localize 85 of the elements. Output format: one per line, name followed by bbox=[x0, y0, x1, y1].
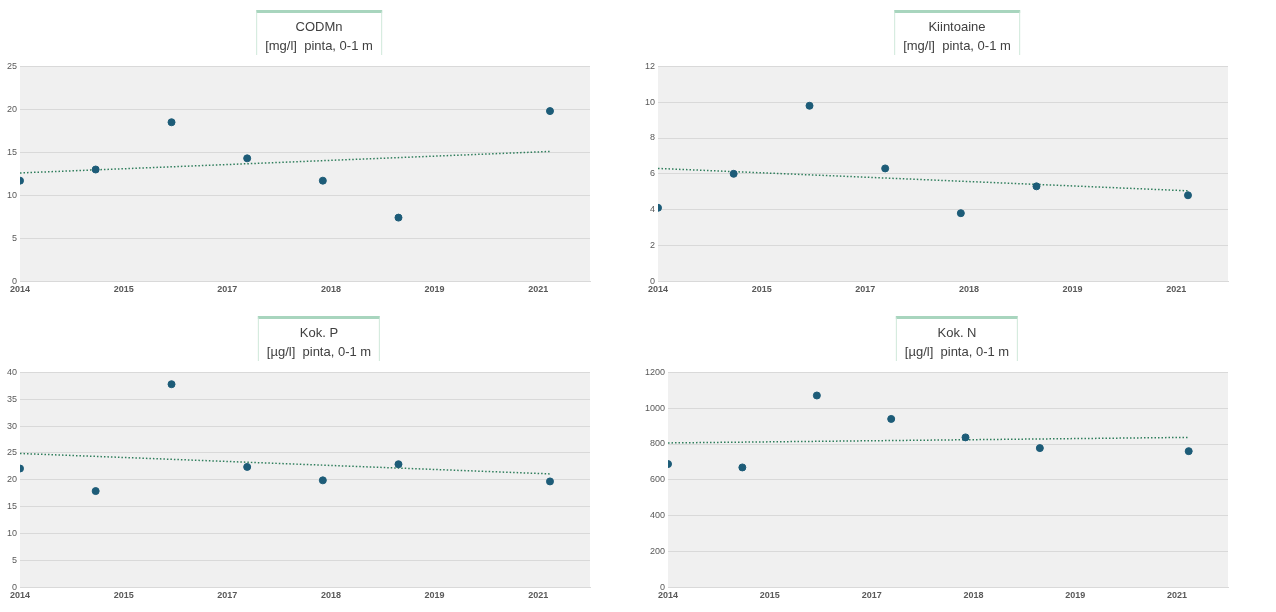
point bbox=[881, 164, 890, 173]
x-tick-label: 2018 bbox=[958, 284, 979, 295]
x-tick-label: 2019 bbox=[1062, 284, 1083, 295]
x-tick-label: 2021 bbox=[528, 284, 549, 295]
x-tick-label: 2018 bbox=[320, 590, 341, 601]
y-tick-label: 1000 bbox=[644, 402, 666, 413]
x-tick-label: 2015 bbox=[113, 284, 134, 295]
x-tick-label: 2018 bbox=[963, 590, 984, 601]
x-tick-label: 2015 bbox=[759, 590, 780, 601]
point bbox=[956, 209, 965, 218]
point bbox=[394, 213, 403, 222]
y-tick-label: 4 bbox=[650, 204, 656, 215]
x-tick-label: 2015 bbox=[751, 284, 772, 295]
point bbox=[243, 462, 252, 471]
point bbox=[1035, 444, 1044, 453]
y-tick-label: 20 bbox=[7, 103, 18, 114]
x-tick-label: 2019 bbox=[424, 590, 445, 601]
y-tick-label: 200 bbox=[649, 545, 666, 556]
x-tick-label: 2014 bbox=[10, 284, 31, 295]
x-tick-label: 2017 bbox=[217, 284, 238, 295]
x-tick-label: 2019 bbox=[424, 284, 445, 295]
y-tick-label: 400 bbox=[649, 510, 666, 521]
y-tick-label: 2 bbox=[650, 239, 656, 250]
chart-title: Kiintoaine bbox=[927, 18, 987, 36]
point bbox=[546, 107, 554, 116]
y-tick-label: 20 bbox=[7, 474, 18, 485]
x-tick-label: 2021 bbox=[1166, 284, 1187, 295]
y-tick-label: 25 bbox=[7, 60, 18, 71]
point bbox=[729, 169, 738, 178]
x-tick-label: 2015 bbox=[113, 590, 134, 601]
x-tick-label: 2019 bbox=[1065, 590, 1086, 601]
point bbox=[394, 460, 403, 469]
x-tick-label: 2017 bbox=[855, 284, 876, 295]
chart-title: CODMn bbox=[294, 18, 344, 36]
point bbox=[805, 101, 814, 110]
point bbox=[167, 118, 176, 127]
chart-title: Kok. N bbox=[936, 324, 978, 342]
point bbox=[887, 414, 896, 423]
point bbox=[91, 165, 100, 174]
y-tick-label: 35 bbox=[7, 393, 18, 404]
y-tick-label: 8 bbox=[650, 132, 656, 143]
point bbox=[318, 476, 327, 485]
y-tick-label: 0 bbox=[12, 275, 18, 286]
point bbox=[1184, 191, 1192, 200]
y-tick-label: 12 bbox=[645, 60, 656, 71]
chart-subtitle: [mg/l] pinta, 0-1 m bbox=[903, 37, 1011, 55]
point bbox=[546, 477, 554, 486]
y-tick-label: 5 bbox=[12, 554, 18, 565]
y-tick-label: 0 bbox=[650, 275, 656, 286]
y-tick-label: 15 bbox=[7, 501, 18, 512]
y-tick-label: 0 bbox=[12, 581, 18, 592]
x-tick-label: 2021 bbox=[528, 590, 549, 601]
x-tick-label: 2014 bbox=[648, 284, 669, 295]
point bbox=[318, 176, 327, 185]
x-tick-label: 2014 bbox=[658, 590, 679, 601]
y-tick-label: 5 bbox=[12, 232, 18, 243]
y-tick-label: 10 bbox=[645, 96, 656, 107]
chart-title: Kok. P bbox=[298, 324, 340, 342]
y-tick-label: 800 bbox=[649, 438, 666, 449]
point bbox=[961, 433, 970, 442]
chart-subtitle: [µg/l] pinta, 0-1 m bbox=[904, 343, 1010, 361]
y-tick-label: 40 bbox=[7, 366, 18, 377]
x-tick-label: 2014 bbox=[10, 590, 31, 601]
chart-subtitle: [µg/l] pinta, 0-1 m bbox=[266, 343, 372, 361]
point bbox=[1184, 447, 1193, 456]
x-tick-label: 2021 bbox=[1167, 590, 1188, 601]
point bbox=[1032, 182, 1041, 191]
y-tick-label: 0 bbox=[660, 581, 666, 592]
y-tick-label: 1200 bbox=[644, 366, 666, 377]
y-tick-label: 25 bbox=[7, 447, 18, 458]
y-tick-label: 10 bbox=[7, 189, 18, 200]
y-tick-label: 10 bbox=[7, 527, 18, 538]
point bbox=[167, 380, 176, 389]
y-tick-label: 15 bbox=[7, 146, 18, 157]
x-tick-label: 2018 bbox=[320, 284, 341, 295]
y-tick-label: 6 bbox=[650, 168, 656, 179]
point bbox=[243, 154, 252, 163]
x-tick-label: 2017 bbox=[861, 590, 882, 601]
y-tick-label: 600 bbox=[649, 474, 666, 485]
point bbox=[91, 487, 100, 496]
point bbox=[738, 463, 747, 472]
x-tick-label: 2017 bbox=[217, 590, 238, 601]
y-tick-label: 30 bbox=[7, 420, 18, 431]
point bbox=[812, 391, 821, 400]
chart-subtitle: [mg/l] pinta, 0-1 m bbox=[265, 37, 373, 55]
